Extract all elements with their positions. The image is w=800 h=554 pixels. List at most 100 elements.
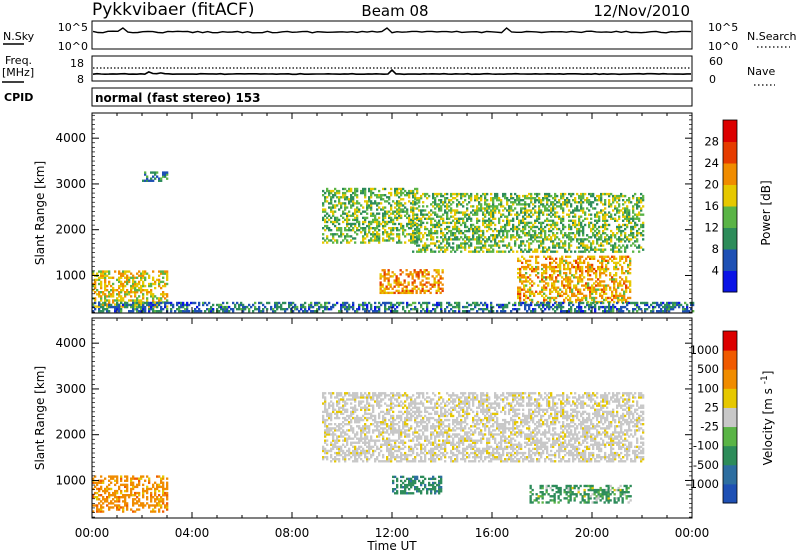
echo-cell: [544, 234, 547, 237]
echo-cell: [579, 270, 582, 273]
echo-cell: [562, 227, 565, 231]
echo-cell: [152, 171, 155, 174]
echo-cell: [454, 250, 457, 253]
echo-cell: [370, 202, 373, 205]
echo-cell: [421, 279, 424, 282]
echo-cell: [502, 225, 505, 229]
echo-cell: [668, 303, 671, 307]
echo-cell: [440, 223, 443, 227]
echo-cell: [581, 255, 584, 258]
echo-cell: [664, 305, 667, 309]
echo-cell: [395, 275, 398, 278]
echo-cell: [330, 202, 333, 205]
echo-cell: [518, 203, 521, 206]
echo-cell: [474, 301, 477, 305]
echo-cell: [393, 291, 396, 295]
echo-cell: [446, 305, 449, 309]
echo-cell: [642, 197, 645, 200]
echo-cell: [498, 197, 501, 200]
echo-cell: [510, 192, 513, 196]
echo-cell: [326, 433, 329, 436]
echo-cell: [158, 274, 161, 277]
echo-cell: [340, 449, 343, 453]
echo-cell: [579, 292, 582, 295]
echo-cell: [404, 229, 407, 232]
echo-cell: [112, 295, 115, 298]
echo-cell: [502, 305, 505, 309]
echo-cell: [626, 223, 629, 227]
echo-cell: [138, 299, 141, 302]
echo-cell: [332, 206, 335, 209]
echo-cell: [542, 248, 545, 251]
echo-cell: [620, 310, 623, 313]
echo-cell: [350, 235, 353, 238]
echo-cell: [332, 406, 335, 409]
echo-cell: [450, 232, 453, 235]
echo-cell: [126, 489, 129, 493]
echo-cell: [502, 308, 505, 311]
echo-cell: [490, 250, 493, 253]
echo-cell: [506, 236, 509, 239]
echo-cell: [112, 293, 115, 296]
echo-cell: [146, 291, 149, 294]
noise-sky-trace: [92, 27, 692, 34]
echo-cell: [632, 301, 635, 305]
echo-cell: [529, 294, 532, 298]
echo-cell: [592, 240, 595, 243]
echo-cell: [356, 189, 359, 193]
echo-cell: [324, 408, 327, 411]
echo-cell: [437, 273, 440, 276]
echo-cell: [378, 222, 381, 226]
echo-cell: [330, 233, 333, 236]
echo-cell: [508, 207, 511, 210]
echo-cell: [334, 220, 337, 224]
echo-cell: [388, 301, 391, 305]
echo-cell: [468, 227, 471, 231]
echo-cell: [551, 274, 554, 277]
echo-cell: [490, 301, 493, 305]
echo-cell: [612, 201, 615, 204]
echo-cell: [458, 238, 461, 241]
echo-cell: [336, 220, 339, 224]
echo-cell: [326, 449, 329, 453]
echo-cell: [116, 477, 119, 480]
echo-cell: [102, 274, 105, 277]
echo-cell: [536, 301, 539, 305]
echo-cell: [492, 209, 495, 212]
echo-cell: [342, 210, 345, 213]
echo-cell: [476, 211, 479, 214]
echo-cell: [401, 291, 404, 295]
echo-cell: [120, 475, 123, 478]
echo-cell: [368, 241, 371, 244]
echo-cell: [138, 295, 141, 298]
echo-cell: [440, 217, 443, 220]
echo-cell: [344, 303, 347, 307]
echo-cell: [589, 286, 592, 289]
echo-cell: [597, 265, 600, 269]
echo-cell: [608, 205, 611, 208]
echo-cell: [374, 194, 377, 197]
echo-cell: [600, 242, 603, 245]
echo-cell: [452, 215, 455, 218]
echo-cell: [116, 479, 119, 482]
echo-cell: [581, 298, 584, 302]
echo-cell: [360, 227, 363, 230]
echo-cell: [156, 310, 159, 313]
echo-cell: [454, 221, 457, 225]
echo-cell: [356, 206, 359, 209]
echo-cell: [541, 263, 544, 267]
echo-cell: [624, 232, 627, 235]
echo-cell: [630, 238, 633, 241]
echo-cell: [100, 506, 103, 509]
echo-cell: [602, 225, 605, 229]
echo-cell: [498, 232, 501, 235]
echo-cell: [226, 310, 229, 313]
echo-cell: [142, 179, 145, 182]
echo-cell: [338, 451, 341, 455]
echo-cell: [516, 308, 519, 311]
echo-cell: [619, 257, 622, 260]
echo-cell: [160, 297, 163, 300]
echo-cell: [98, 510, 101, 513]
echo-cell: [336, 400, 339, 403]
echo-cell: [492, 217, 495, 220]
